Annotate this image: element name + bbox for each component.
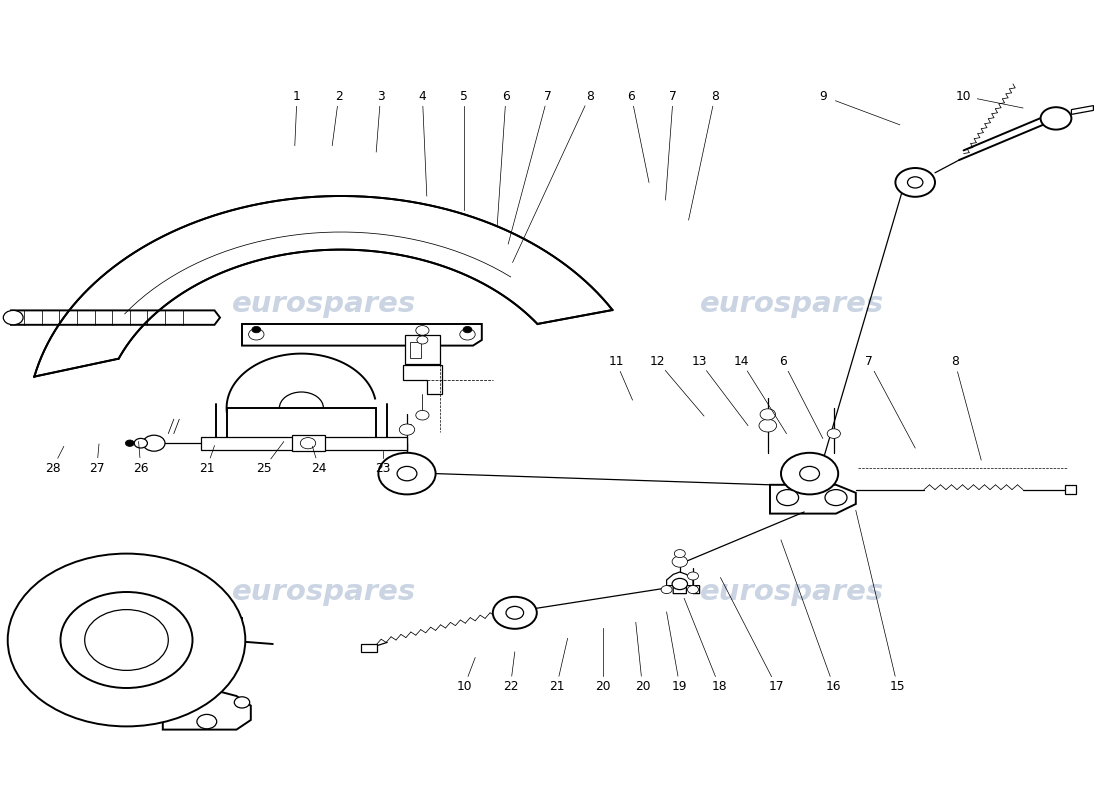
Text: eurospares: eurospares <box>700 578 884 606</box>
Circle shape <box>397 466 417 481</box>
Circle shape <box>672 578 688 590</box>
Circle shape <box>3 310 23 325</box>
Text: 11: 11 <box>608 355 624 368</box>
Circle shape <box>416 410 429 420</box>
Circle shape <box>661 586 672 594</box>
Text: 1: 1 <box>293 90 301 102</box>
Circle shape <box>674 550 685 558</box>
Circle shape <box>252 326 261 333</box>
Text: 27: 27 <box>89 462 104 474</box>
Circle shape <box>463 326 472 333</box>
Circle shape <box>781 453 838 494</box>
Text: 10: 10 <box>956 90 971 102</box>
Circle shape <box>460 329 475 340</box>
Text: eurospares: eurospares <box>700 290 884 318</box>
Text: 19: 19 <box>672 680 688 693</box>
Circle shape <box>800 466 820 481</box>
Text: 20: 20 <box>595 680 610 693</box>
Text: 8: 8 <box>585 90 594 102</box>
Text: 12: 12 <box>650 355 666 368</box>
Polygon shape <box>403 365 442 394</box>
Circle shape <box>143 435 165 451</box>
Circle shape <box>417 336 428 344</box>
Text: 6: 6 <box>502 90 510 102</box>
Circle shape <box>895 168 935 197</box>
Circle shape <box>8 554 245 726</box>
Text: 22: 22 <box>503 680 518 693</box>
Text: 17: 17 <box>769 680 784 693</box>
Circle shape <box>672 556 688 567</box>
Text: eurospares: eurospares <box>232 578 417 606</box>
Polygon shape <box>11 310 220 325</box>
Text: 8: 8 <box>950 355 959 368</box>
Text: 21: 21 <box>199 462 214 474</box>
Text: 25: 25 <box>256 462 272 474</box>
Circle shape <box>1041 107 1071 130</box>
Text: 13: 13 <box>692 355 707 368</box>
Text: 7: 7 <box>669 90 678 102</box>
Text: 14: 14 <box>734 355 749 368</box>
Circle shape <box>60 592 192 688</box>
Circle shape <box>759 419 777 432</box>
Text: 6: 6 <box>779 355 788 368</box>
Circle shape <box>416 326 429 335</box>
Circle shape <box>688 572 698 580</box>
Text: 4: 4 <box>418 90 427 102</box>
Circle shape <box>300 438 316 449</box>
Text: 5: 5 <box>460 90 469 102</box>
Text: 20: 20 <box>635 680 650 693</box>
Bar <box>1065 485 1076 494</box>
Polygon shape <box>1071 106 1093 114</box>
Circle shape <box>197 714 217 729</box>
Circle shape <box>378 453 436 494</box>
Circle shape <box>399 424 415 435</box>
Polygon shape <box>770 485 856 514</box>
Circle shape <box>234 697 250 708</box>
Text: 24: 24 <box>311 462 327 474</box>
Polygon shape <box>242 324 482 346</box>
Text: 15: 15 <box>890 680 905 693</box>
Circle shape <box>134 438 147 448</box>
Circle shape <box>125 440 134 446</box>
Text: 3: 3 <box>376 90 385 102</box>
Circle shape <box>908 177 923 188</box>
Bar <box>361 644 377 652</box>
Circle shape <box>825 490 847 506</box>
Bar <box>227 408 376 442</box>
Text: 16: 16 <box>826 680 842 693</box>
Text: 26: 26 <box>133 462 148 474</box>
Text: 9: 9 <box>818 90 827 102</box>
Circle shape <box>760 409 775 420</box>
Text: 21: 21 <box>549 680 564 693</box>
Text: 6: 6 <box>627 90 636 102</box>
Polygon shape <box>163 682 251 730</box>
Text: eurospares: eurospares <box>232 290 417 318</box>
Text: 7: 7 <box>865 355 873 368</box>
Bar <box>292 435 324 451</box>
Circle shape <box>249 329 264 340</box>
Text: 2: 2 <box>334 90 343 102</box>
Circle shape <box>827 429 840 438</box>
Circle shape <box>688 586 698 594</box>
Text: 23: 23 <box>375 462 390 474</box>
Text: 18: 18 <box>712 680 727 693</box>
Text: 10: 10 <box>456 680 472 693</box>
Circle shape <box>506 606 524 619</box>
Polygon shape <box>227 354 375 418</box>
Polygon shape <box>667 572 700 594</box>
Circle shape <box>493 597 537 629</box>
Bar <box>405 335 440 364</box>
Polygon shape <box>34 196 613 377</box>
Bar <box>201 437 407 450</box>
Circle shape <box>85 610 168 670</box>
Text: 7: 7 <box>543 90 552 102</box>
Text: 8: 8 <box>711 90 719 102</box>
Text: 28: 28 <box>45 462 60 474</box>
Circle shape <box>279 392 323 424</box>
Bar <box>410 342 421 358</box>
Circle shape <box>777 490 799 506</box>
